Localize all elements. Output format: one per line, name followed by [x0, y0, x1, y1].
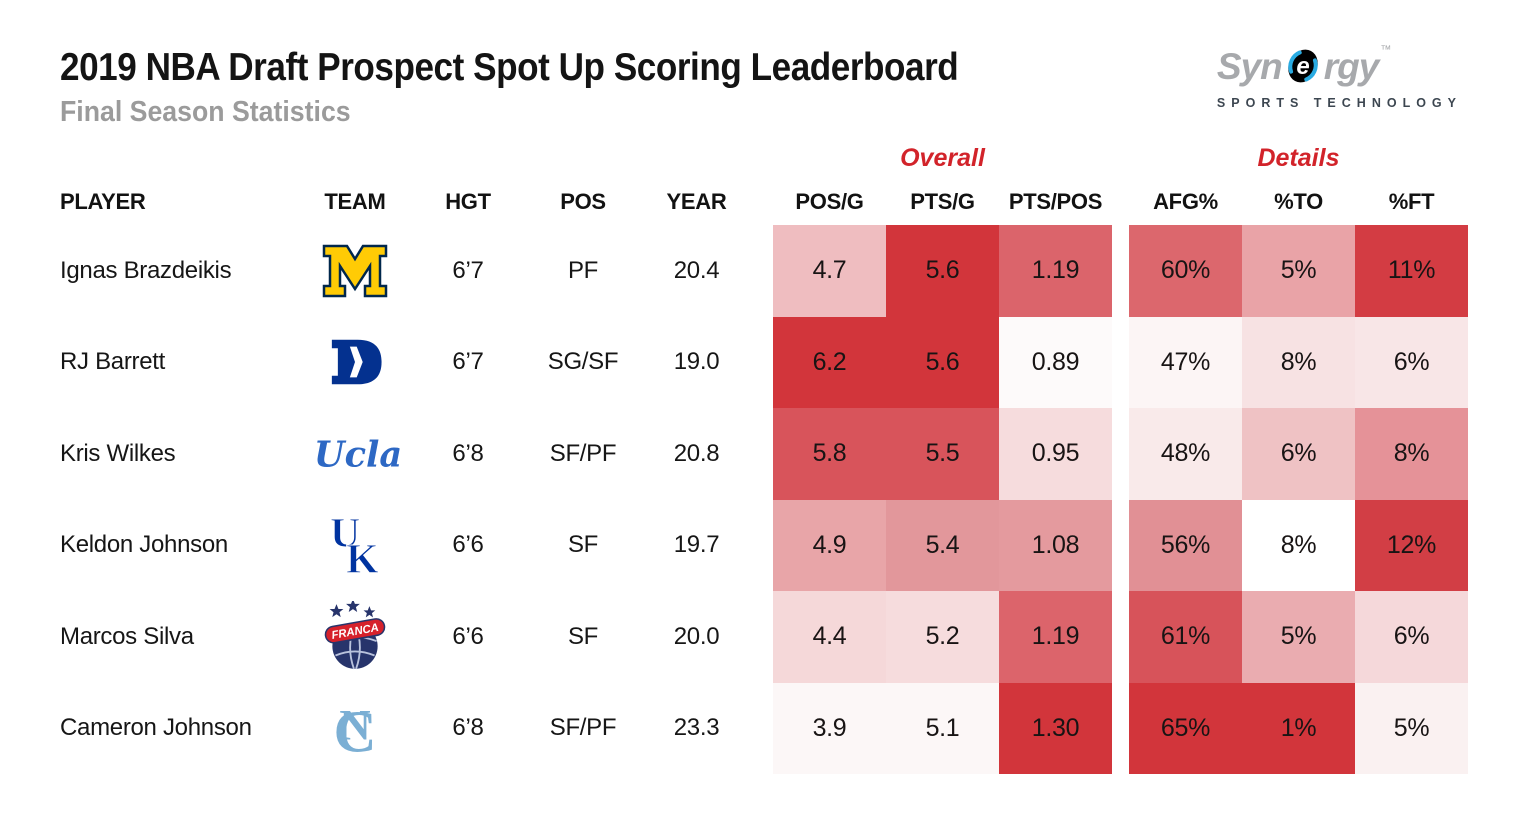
stat-pts-pos: 1.19	[999, 591, 1112, 683]
svg-text:U: U	[330, 511, 360, 557]
position-value: SF	[567, 531, 599, 559]
svg-text:C: C	[333, 699, 376, 761]
stat-ft: 8%	[1355, 408, 1468, 500]
trademark-symbol: ™	[1380, 44, 1392, 56]
stat-pts-pos: 0.89	[999, 316, 1112, 408]
col-header-afg: AFG%	[1153, 188, 1218, 214]
page-subtitle: Final Season Statistics	[60, 96, 351, 128]
synergy-logo: Syn e rgy ™ SPORTS TECHNOLOGY	[1217, 44, 1462, 110]
height-value: 6’7	[452, 256, 484, 284]
stat-pos-g: 5.8	[773, 408, 886, 500]
stat-pts-pos: 1.30	[999, 682, 1112, 774]
height-value: 6’8	[452, 439, 484, 467]
svg-text:Ucla: Ucla	[314, 434, 400, 475]
year-value: 23.3	[673, 714, 720, 742]
stat-ft: 12%	[1355, 499, 1468, 591]
stat-afg: 61%	[1129, 591, 1242, 683]
height-value: 6’8	[452, 714, 484, 742]
stat-pts-pos: 1.19	[999, 225, 1112, 317]
stat-pts-g: 5.6	[886, 316, 999, 408]
position-value: SF/PF	[549, 714, 617, 742]
col-header-player: PLAYER	[60, 188, 146, 214]
stat-ft: 6%	[1355, 591, 1468, 683]
kentucky-logo: U K	[310, 500, 400, 592]
synergy-e-icon: e	[1283, 46, 1323, 91]
stat-afg: 48%	[1129, 408, 1242, 500]
player-name: RJ Barrett	[60, 348, 166, 376]
stat-pos-g: 4.9	[773, 499, 886, 591]
player-name: Marcos Silva	[60, 622, 194, 650]
year-value: 19.0	[673, 348, 720, 376]
stat-pts-g: 5.6	[886, 225, 999, 317]
stat-ft: 6%	[1355, 316, 1468, 408]
position-value: SG/SF	[547, 348, 619, 376]
player-name: Ignas Brazdeikis	[60, 256, 232, 284]
group-label-overall: Overall	[900, 143, 985, 172]
stat-afg: 47%	[1129, 316, 1242, 408]
svg-text:N: N	[339, 703, 370, 750]
col-header-pos-g: POS/G	[795, 188, 864, 214]
synergy-wordmark-syn: Syn	[1216, 46, 1283, 87]
stat-pts-pos: 0.95	[999, 408, 1112, 500]
stat-pos-g: 4.4	[773, 591, 886, 683]
leaderboard-table: Overall Details PLAYER TEAM HGT POS YEAR…	[60, 138, 1468, 774]
player-name: Kris Wilkes	[60, 439, 176, 467]
position-value: PF	[567, 256, 599, 284]
north-carolina-logo: C N	[310, 683, 400, 775]
stat-ft: 5%	[1355, 682, 1468, 774]
stat-pos-g: 6.2	[773, 316, 886, 408]
col-header-pts-g: PTS/G	[910, 188, 975, 214]
stat-pts-g: 5.1	[886, 682, 999, 774]
year-value: 20.0	[673, 622, 720, 650]
duke-logo	[310, 317, 400, 409]
player-name: Keldon Johnson	[60, 531, 228, 559]
stat-afg: 60%	[1129, 225, 1242, 317]
stat-pts-g: 5.4	[886, 499, 999, 591]
col-header-hgt: HGT	[445, 188, 491, 214]
height-value: 6’7	[452, 348, 484, 376]
michigan-logo	[310, 225, 400, 317]
ucla-logo: Ucla	[310, 408, 400, 500]
stat-to: 5%	[1242, 591, 1355, 683]
col-header-team: TEAM	[324, 188, 386, 214]
col-header-to: %TO	[1274, 188, 1323, 214]
year-value: 19.7	[673, 531, 720, 559]
height-value: 6’6	[452, 622, 484, 650]
synergy-wordmark-rgy: rgy	[1323, 46, 1380, 87]
position-value: SF	[567, 622, 599, 650]
col-header-year: YEAR	[666, 188, 727, 214]
svg-text:e: e	[1296, 53, 1309, 80]
stat-pts-g: 5.5	[886, 408, 999, 500]
stat-ft: 11%	[1355, 225, 1468, 317]
col-header-pos: POS	[560, 188, 606, 214]
stat-pos-g: 4.7	[773, 225, 886, 317]
stat-pos-g: 3.9	[773, 682, 886, 774]
franca-logo: FRANCA	[310, 591, 400, 683]
stat-to: 8%	[1242, 316, 1355, 408]
stat-pts-g: 5.2	[886, 591, 999, 683]
group-label-details: Details	[1257, 143, 1340, 172]
stat-to: 6%	[1242, 408, 1355, 500]
stat-pts-pos: 1.08	[999, 499, 1112, 591]
col-header-pts-pos: PTS/POS	[1008, 188, 1103, 214]
synergy-tagline: SPORTS TECHNOLOGY	[1216, 96, 1462, 110]
height-value: 6’6	[452, 531, 484, 559]
stat-afg: 65%	[1129, 682, 1242, 774]
position-value: SF/PF	[549, 439, 617, 467]
stat-to: 8%	[1242, 499, 1355, 591]
stat-afg: 56%	[1129, 499, 1242, 591]
svg-text:K: K	[346, 537, 379, 579]
player-name: Cameron Johnson	[60, 714, 252, 742]
col-header-ft: %FT	[1388, 188, 1435, 214]
page-title: 2019 NBA Draft Prospect Spot Up Scoring …	[60, 46, 959, 89]
header: 2019 NBA Draft Prospect Spot Up Scoring …	[60, 46, 1058, 129]
stat-to: 5%	[1242, 225, 1355, 317]
year-value: 20.4	[673, 256, 720, 284]
year-value: 20.8	[673, 439, 720, 467]
stat-to: 1%	[1242, 682, 1355, 774]
synergy-wordmark: Syn e rgy ™	[1217, 44, 1462, 89]
